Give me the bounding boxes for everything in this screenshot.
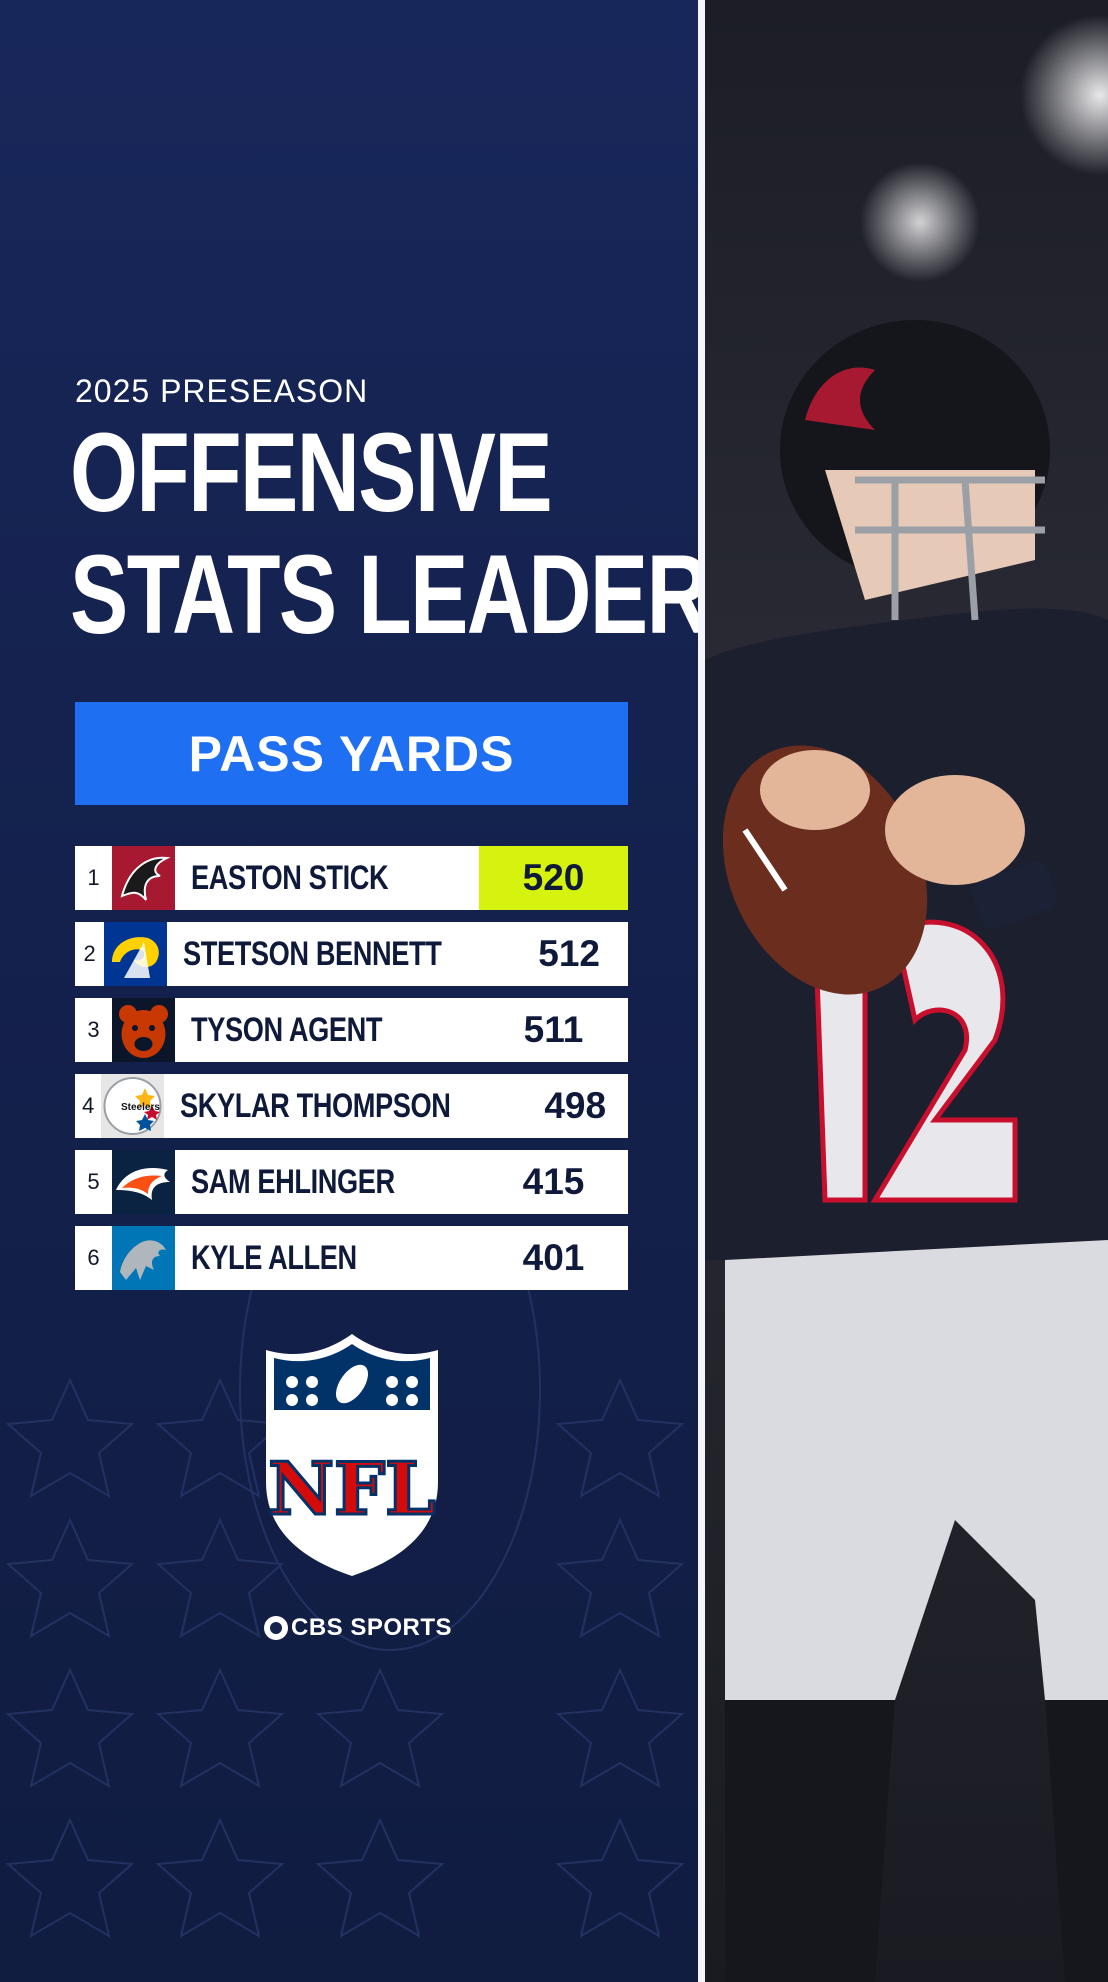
bears-logo-icon bbox=[112, 998, 175, 1062]
cbs-sports-logo: CBS SPORTS bbox=[264, 1614, 452, 1642]
lions-logo-icon bbox=[112, 1226, 175, 1290]
rams-logo-icon bbox=[104, 922, 168, 986]
player-name: KYLE ALLEN bbox=[191, 1238, 357, 1277]
stat-value: 498 bbox=[544, 1085, 607, 1126]
nfl-logo-text: NFL bbox=[268, 1446, 436, 1531]
rank: 5 bbox=[87, 1169, 100, 1194]
rank: 2 bbox=[83, 941, 96, 966]
leader-row-4: 4 Steelers SKYLAR THOMPSON 498 bbox=[75, 1074, 628, 1138]
stat-value: 512 bbox=[538, 933, 601, 974]
subtitle: 2025 PRESEASON bbox=[75, 373, 369, 409]
player-name: SKYLAR THOMPSON bbox=[180, 1086, 451, 1125]
rank: 3 bbox=[87, 1017, 100, 1042]
headline-line-1: OFFENSIVE bbox=[70, 410, 553, 535]
leader-row-3: 3 TYSON AGENT 511 bbox=[75, 998, 628, 1062]
stat-value: 401 bbox=[522, 1237, 585, 1278]
broncos-logo-icon bbox=[112, 1150, 175, 1214]
player-name: EASTON STICK bbox=[191, 858, 389, 897]
headline: OFFENSIVE STATS LEADERS bbox=[70, 410, 698, 657]
leader-row-5: 5 SAM EHLINGER 415 bbox=[75, 1150, 628, 1214]
leader-row-1: 1 EASTON STICK 520 bbox=[75, 846, 628, 910]
player-name: TYSON AGENT bbox=[191, 1010, 383, 1049]
leader-row-6: 6 KYLE ALLEN 401 bbox=[75, 1226, 628, 1290]
stat-value: 520 bbox=[479, 846, 628, 910]
rank: 1 bbox=[87, 865, 100, 890]
stat-value: 511 bbox=[523, 1009, 584, 1050]
rank: 4 bbox=[81, 1093, 95, 1118]
leader-row-2: 2 STETSON BENNETT 512 bbox=[75, 922, 628, 986]
rank: 6 bbox=[87, 1245, 100, 1270]
cbs-eye-icon bbox=[264, 1616, 288, 1640]
steelers-logo-icon: Steelers bbox=[101, 1074, 165, 1138]
stat-value: 415 bbox=[522, 1161, 585, 1202]
quarterback-photo bbox=[705, 0, 1108, 1982]
player-name: SAM EHLINGER bbox=[191, 1162, 395, 1201]
headline-line-2: STATS LEADERS bbox=[70, 532, 698, 657]
leaders-table: 1 EASTON STICK 520 2 STETSON BENNETT 512 bbox=[75, 846, 628, 1302]
left-panel: 2025 PRESEASON OFFENSIVE STATS LEADERS P… bbox=[0, 0, 698, 1982]
brand-name: CBS SPORTS bbox=[291, 1614, 453, 1641]
star-pattern bbox=[5, 1270, 685, 1939]
falcons-logo-icon bbox=[112, 846, 175, 910]
stat-category-banner: PASS YARDS bbox=[75, 702, 628, 805]
panel-divider bbox=[698, 0, 705, 1982]
player-name: STETSON BENNETT bbox=[183, 934, 442, 973]
nfl-shield-icon: NFL bbox=[266, 1334, 438, 1576]
steelers-logo-text: Steelers bbox=[121, 1102, 160, 1113]
